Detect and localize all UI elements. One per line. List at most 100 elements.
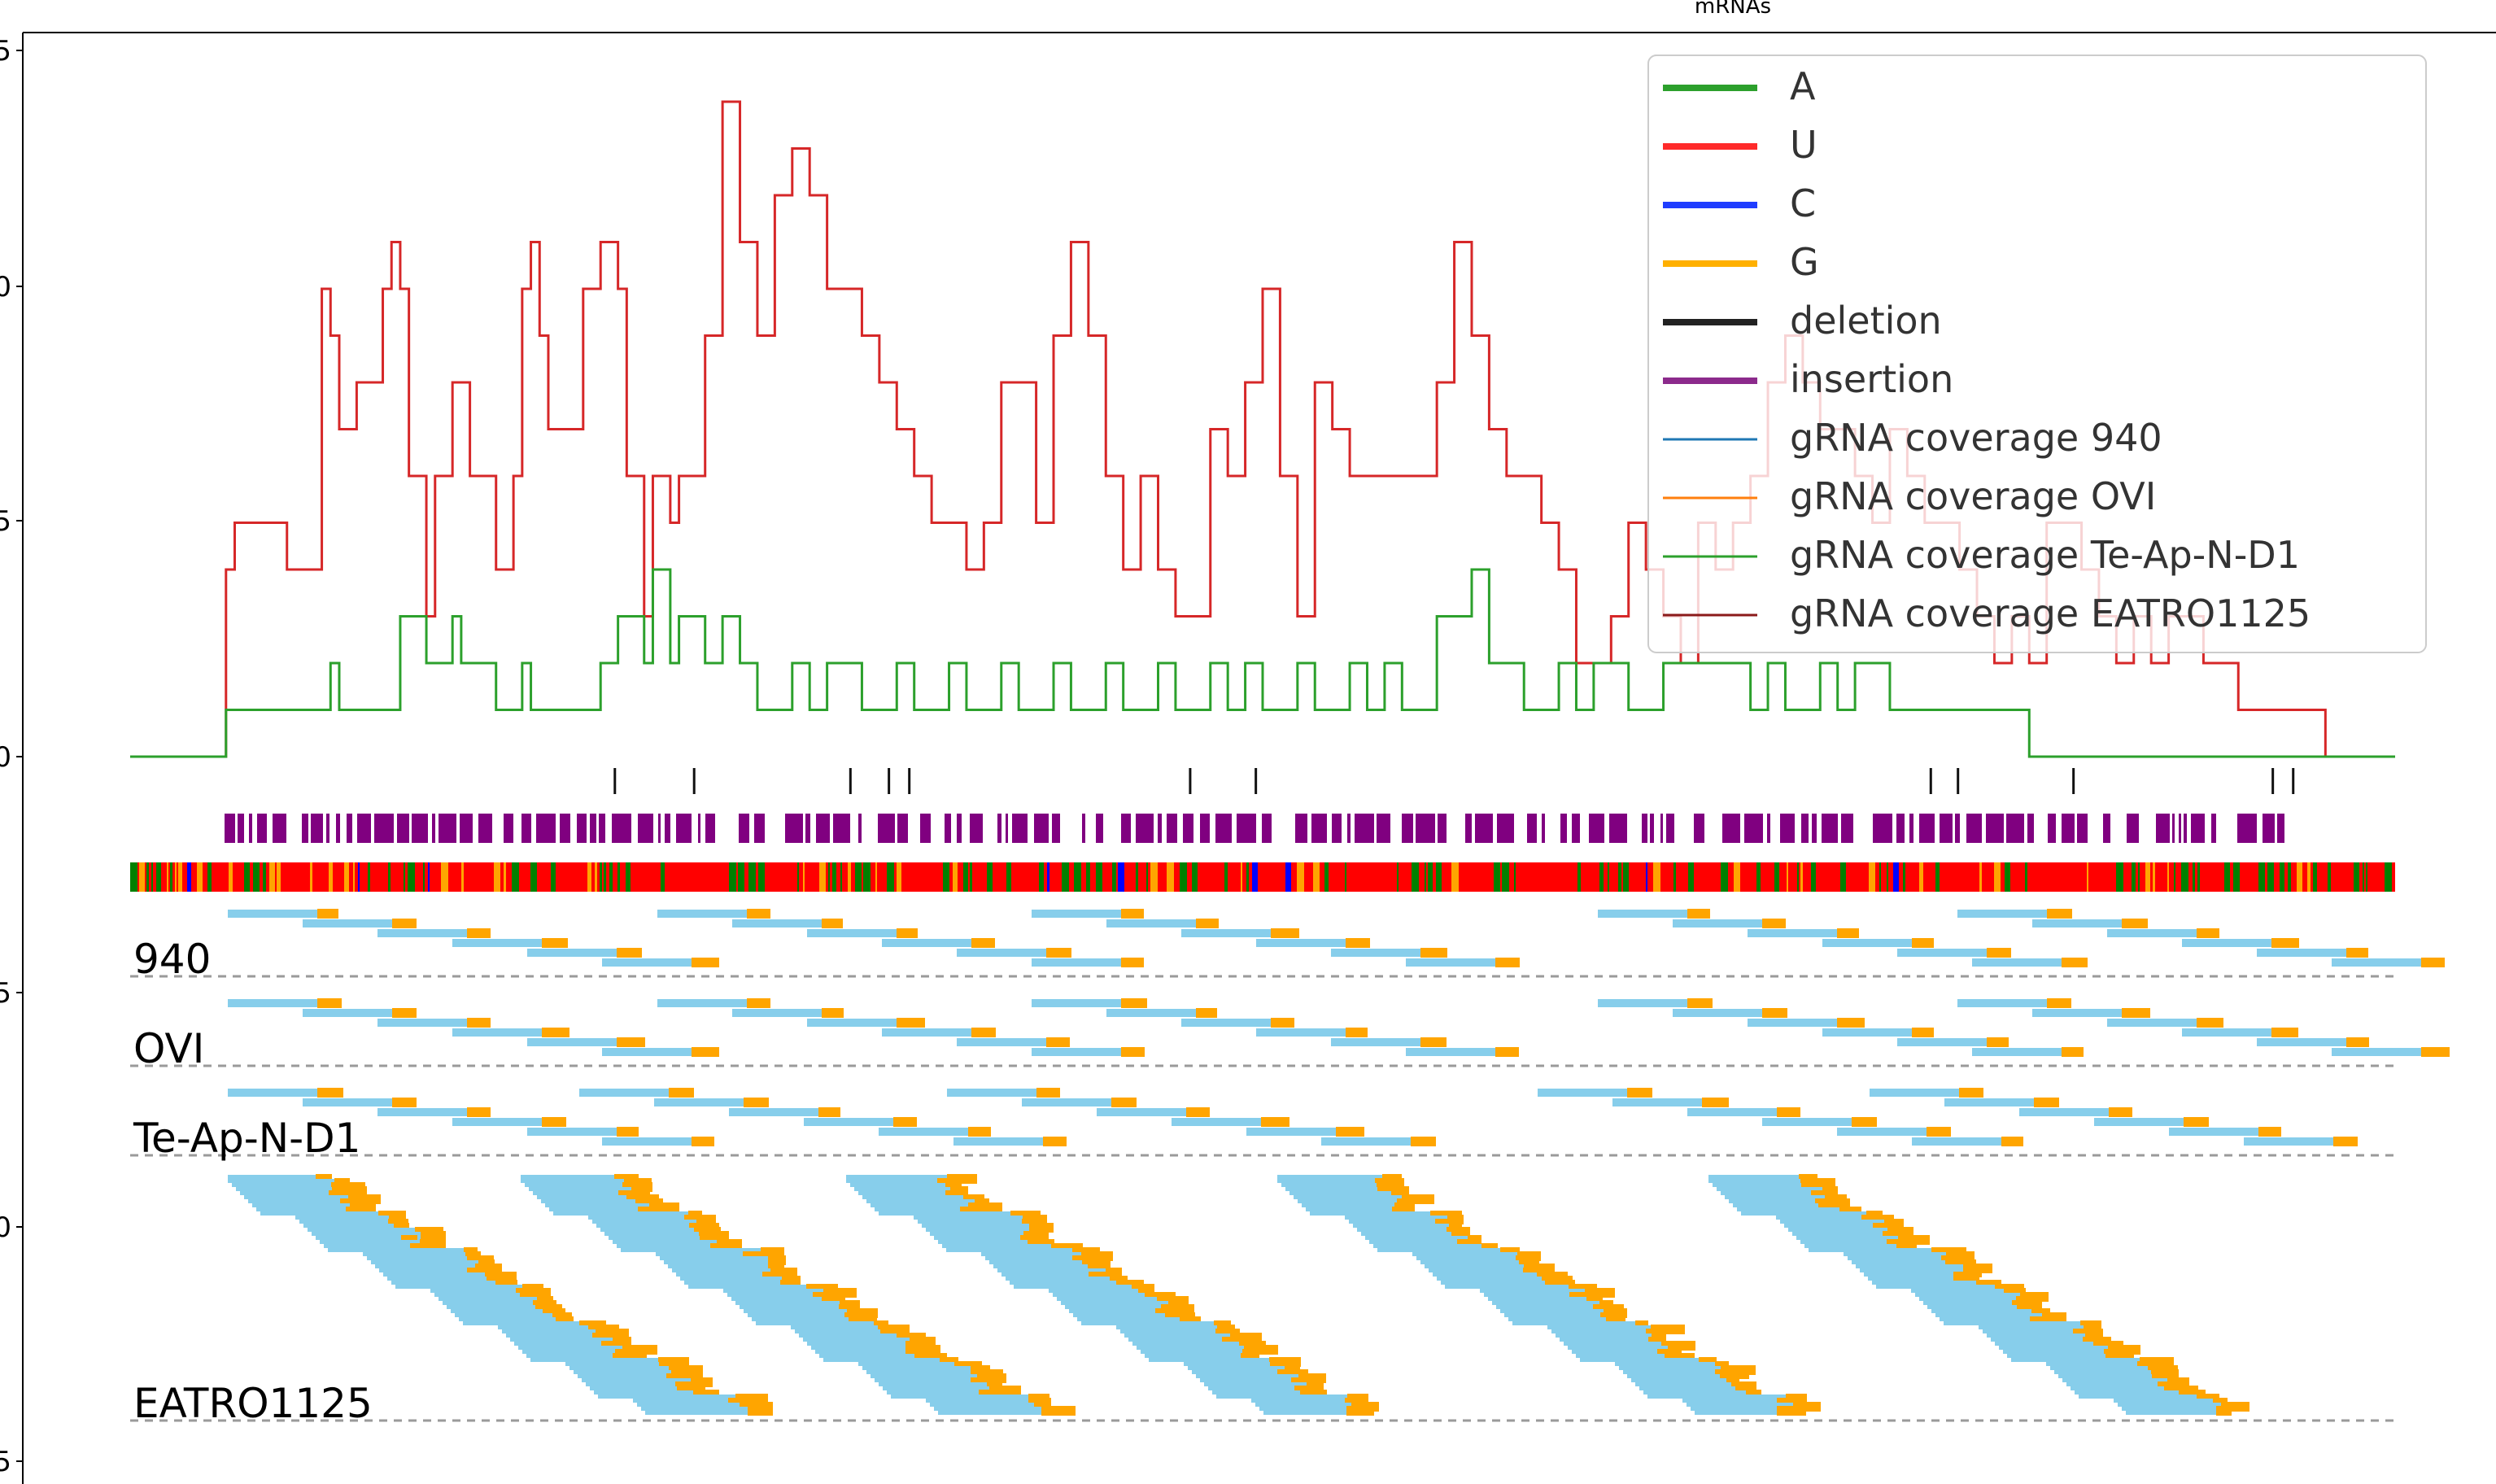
grna-edit bbox=[1884, 1219, 1904, 1229]
grna-edit bbox=[2109, 1107, 2132, 1117]
sequence-base bbox=[1313, 862, 1320, 892]
grna-read bbox=[2182, 939, 2271, 947]
grna-edit bbox=[2047, 998, 2071, 1008]
sequence-base bbox=[423, 862, 425, 892]
grna-edit bbox=[1837, 1018, 1865, 1028]
sequence-base bbox=[2288, 862, 2291, 892]
y-tick-label: 0 bbox=[0, 1211, 11, 1244]
sequence-base bbox=[269, 862, 275, 892]
sequence-base bbox=[1150, 862, 1158, 892]
grna-edit bbox=[2122, 919, 2148, 928]
grna-edit bbox=[1912, 1028, 1934, 1037]
grna-read bbox=[1822, 1028, 1912, 1037]
grna-edit bbox=[392, 1008, 417, 1018]
insertion-mark bbox=[257, 814, 267, 843]
sequence-base bbox=[2197, 862, 2200, 892]
sequence-base bbox=[344, 862, 349, 892]
grna-edit bbox=[617, 1127, 639, 1137]
grna-edit bbox=[1346, 938, 1370, 948]
insertion-mark bbox=[638, 814, 653, 843]
grna-read bbox=[1972, 958, 2062, 967]
grna-edit bbox=[1111, 1098, 1137, 1107]
sequence-base bbox=[2328, 862, 2331, 892]
sequence-base bbox=[797, 862, 799, 892]
insertion-mark bbox=[249, 814, 252, 843]
track-label-940: 940 bbox=[133, 936, 211, 983]
insertion-mark bbox=[1841, 814, 1853, 843]
grna-edit bbox=[897, 1018, 925, 1028]
sequence-base bbox=[2132, 862, 2136, 892]
insertion-band bbox=[225, 814, 2284, 843]
sequence-base bbox=[358, 862, 360, 892]
sequence-base bbox=[207, 862, 212, 892]
grna-edit bbox=[1495, 958, 1520, 967]
sequence-base bbox=[617, 862, 620, 892]
grna-read bbox=[1256, 1028, 1346, 1037]
grna-edit bbox=[747, 909, 770, 919]
sequence-base bbox=[1514, 862, 1516, 892]
grna-edit bbox=[2333, 1137, 2358, 1146]
sequence-base bbox=[1118, 862, 1124, 892]
grna-edit bbox=[1777, 1406, 1806, 1416]
grna-read bbox=[228, 1089, 317, 1097]
grna-read bbox=[1687, 1108, 1777, 1116]
grna-read bbox=[1032, 910, 1121, 918]
grna-edit bbox=[893, 1117, 917, 1127]
grna-edit bbox=[2122, 1008, 2150, 1018]
sequence-base bbox=[1502, 862, 1509, 892]
grna-read bbox=[879, 1128, 968, 1136]
track-labels: 940 OVI Te-Ap-N-D1 EATRO1125 bbox=[130, 936, 2395, 1427]
sequence-base bbox=[1935, 862, 1940, 892]
insertion-mark bbox=[1896, 814, 1905, 843]
sequence-base bbox=[595, 862, 597, 892]
sequence-base bbox=[2363, 862, 2364, 892]
legend-grna-ovi: gRNA coverage OVI bbox=[1790, 474, 2156, 518]
read-tracks bbox=[228, 909, 2450, 1416]
sequence-base bbox=[1451, 862, 1459, 892]
sequence-base bbox=[604, 862, 606, 892]
insertion-mark bbox=[2156, 814, 2170, 843]
grna-read bbox=[2107, 1019, 2197, 1027]
sequence-base bbox=[1086, 862, 1090, 892]
y-tick-label: 5 bbox=[0, 35, 11, 68]
insertion-mark bbox=[326, 814, 329, 843]
insertion-mark bbox=[2237, 814, 2257, 843]
grna-read bbox=[957, 1038, 1046, 1046]
insertion-mark bbox=[1589, 814, 1604, 843]
grna-edit bbox=[897, 928, 918, 938]
grna-read bbox=[1246, 1128, 1336, 1136]
insertion-mark bbox=[1096, 814, 1103, 843]
grna-read bbox=[1172, 1118, 1261, 1126]
sequence-base bbox=[1297, 862, 1304, 892]
grna-read bbox=[1321, 1137, 1411, 1146]
insertion-mark bbox=[658, 814, 661, 843]
insertion-mark bbox=[1722, 814, 1740, 843]
insertion-mark bbox=[1416, 814, 1435, 843]
insertion-mark bbox=[945, 814, 951, 843]
insertion-mark bbox=[1801, 814, 1809, 843]
grna-edit bbox=[1106, 1268, 1122, 1277]
grna-edit bbox=[1121, 909, 1144, 919]
grna-read bbox=[1748, 929, 1837, 937]
sequence-base bbox=[130, 862, 137, 892]
sequence-base bbox=[1285, 862, 1291, 892]
insertion-mark bbox=[1527, 814, 1537, 843]
insertion-mark bbox=[878, 814, 895, 843]
insertion-mark bbox=[478, 814, 492, 843]
grna-read bbox=[1256, 939, 1346, 947]
grna-edit bbox=[1762, 1008, 1787, 1018]
grna-read bbox=[882, 939, 971, 947]
grna-read bbox=[2032, 919, 2122, 928]
grna-edit bbox=[1852, 1117, 1877, 1127]
insertion-mark bbox=[1966, 814, 1982, 843]
grna-edit bbox=[392, 919, 417, 928]
insertion-mark bbox=[1200, 814, 1210, 843]
grna-edit bbox=[649, 1202, 679, 1212]
insertion-mark bbox=[1694, 814, 1704, 843]
insertion-mark bbox=[1438, 814, 1447, 843]
track-label-ovi: OVI bbox=[133, 1025, 204, 1072]
sequence-base bbox=[253, 862, 260, 892]
insertion-mark bbox=[1158, 814, 1162, 843]
insertion-mark bbox=[432, 814, 435, 843]
